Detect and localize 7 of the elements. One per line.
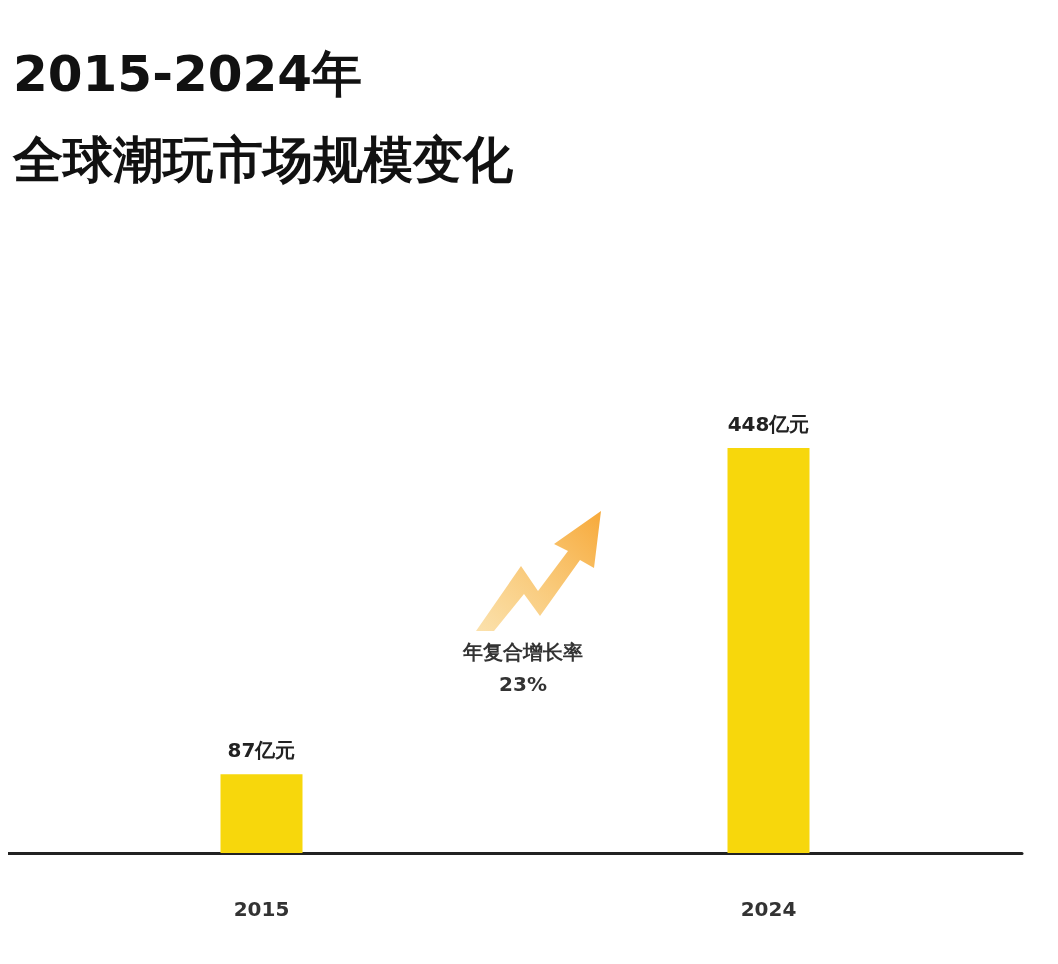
data-label: 448亿元 [727,412,810,436]
chart-subtitle: 全球潮玩市场规模变化 [12,131,514,189]
x-tick-label: 2015 [233,897,290,921]
x-tick-label: 2024 [740,897,797,921]
data-label: 87亿元 [227,738,296,763]
chart-title: 2015-2024年 [13,45,363,103]
annotation: 年复合增长率 23% [462,640,583,696]
